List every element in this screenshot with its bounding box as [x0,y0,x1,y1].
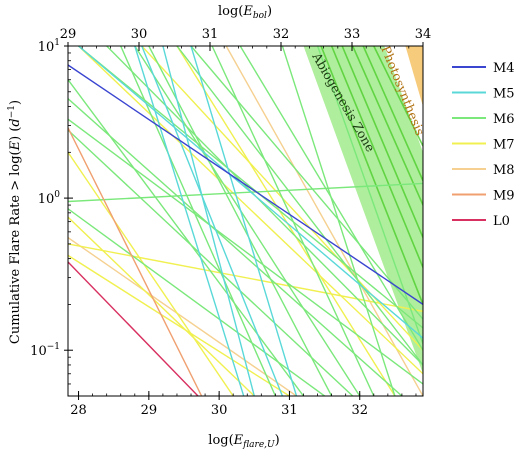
y-axis-label: Cumulative Flare Rate > log(E) (d−1) [7,100,23,344]
top-axis-label-subscript: bol [253,11,267,21]
x-tick-label: 28 [70,403,87,418]
y-tick-label: 10−1 [30,342,60,359]
series-line-m4 [68,64,423,305]
legend: M4 M5 M6 M7 M8 M9 L0 [452,61,515,229]
series-line-m5 [134,46,245,396]
x-top-tick-label: 31 [202,27,219,42]
legend-label-m5: M5 [493,87,515,102]
abiogenesis-band-line [362,46,423,182]
zone-photosynthesis [405,46,423,107]
series-line-m6 [68,208,326,396]
series-line-m6 [68,118,423,385]
zone-abiogenesis [303,46,423,374]
bottom-axis-label: log(Eflare,U) [208,433,279,450]
series-line-m6 [316,46,423,345]
legend-label-m8: M8 [493,163,515,178]
series-line-m5 [141,46,284,396]
x-top-tick-label: 30 [131,27,148,42]
x-top-tick-label: 33 [344,27,361,42]
legend-label-m7: M7 [493,138,515,153]
series-line-m5 [78,46,423,339]
series-line-l0 [68,261,199,396]
series-line-m6 [68,79,305,396]
top-axis-label: log(Ebol) [218,4,272,21]
x-top-tick-label: 34 [415,27,432,42]
series-line-m5 [162,46,255,396]
x-tick-label: 31 [281,403,298,418]
legend-label-m6: M6 [493,112,515,127]
plot-frame [67,45,424,397]
series-line-m6 [211,46,375,396]
x-top-tick-label: 32 [273,27,290,42]
series-line-m8 [225,46,423,396]
series-line-m6 [281,46,396,396]
legend-label-l0: L0 [493,214,510,229]
y-tick-label: 100 [38,190,61,207]
tick-layer: 28 29 30 31 32 29 30 31 32 33 34 101 100 10−1 [30,27,431,418]
x-tick-label: 30 [211,403,228,418]
series-line-m6 [68,129,354,396]
abiogenesis-band-line [330,46,423,268]
abiogenesis-band-line [320,46,423,305]
x-tick-label: 32 [351,403,368,418]
x-top-tick-label: 29 [60,27,77,42]
series-line-m7 [78,46,423,375]
abiogenesis-band-line [373,46,423,147]
series-line-m6 [106,46,423,366]
series-layer [68,46,423,396]
series-line-m7 [68,243,423,313]
series-line-m6 [68,182,423,203]
zone-layer [303,46,423,374]
series-line-m6 [148,46,333,396]
series-line-m6 [134,46,361,396]
y-tick-label: 101 [38,38,60,55]
abiogenesis-band-line [341,46,423,238]
series-line-m7 [176,46,396,396]
series-line-m7 [68,254,290,396]
series-line-m6 [190,46,423,320]
bottom-axis-label-subscript: flare,U [242,440,275,450]
series-line-m6 [68,98,403,396]
series-line-m5 [190,46,298,396]
series-line-m9 [68,127,203,396]
series-line-m6 [176,46,423,366]
series-line-m8 [68,237,297,396]
series-line-m6 [78,46,423,329]
legend-label-m4: M4 [493,61,515,76]
series-line-m7 [68,151,234,396]
x-tick-label: 29 [141,403,158,418]
legend-label-m9: M9 [493,189,515,204]
series-line-m7 [68,216,255,396]
abiogenesis-band-line [351,46,423,206]
